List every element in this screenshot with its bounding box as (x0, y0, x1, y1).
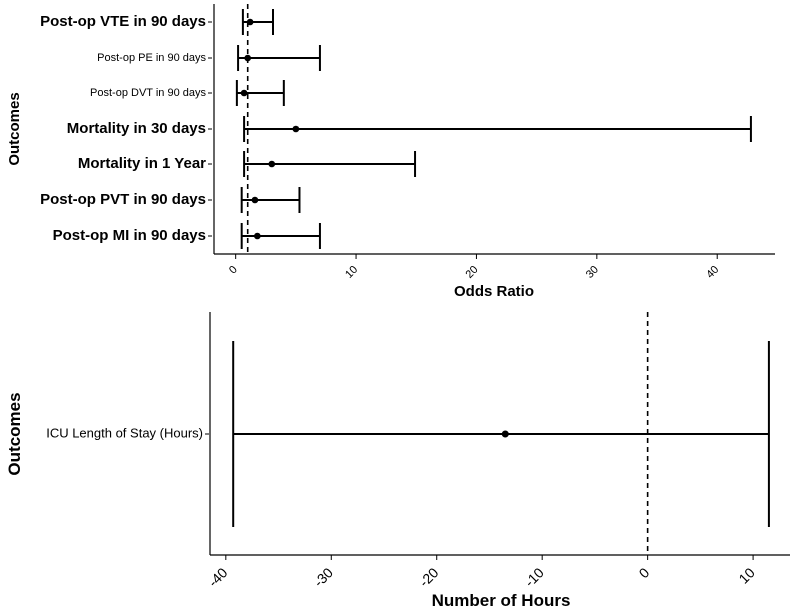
point-estimate (292, 125, 300, 133)
y-axis-label: Outcomes (5, 392, 24, 475)
category-label: Post-op VTE in 90 days (40, 13, 206, 30)
estimate-row: Post-op VTE in 90 days (40, 9, 274, 35)
point-estimate (251, 196, 259, 204)
category-label: Post-op MI in 90 days (53, 227, 206, 244)
x-tick-label: 0 (227, 264, 240, 277)
y-axis-label: Outcomes (6, 92, 23, 165)
category-label: Post-op PE in 90 days (97, 52, 206, 64)
x-axis-label: Number of Hours (432, 591, 571, 610)
category-label: Post-op PVT in 90 days (40, 191, 206, 208)
estimate-row: Post-op PE in 90 days (97, 45, 321, 71)
category-label: Mortality in 1 Year (78, 155, 206, 172)
estimate-row: Mortality in 30 days (67, 116, 752, 142)
category-label: ICU Length of Stay (Hours) (46, 425, 203, 440)
point-estimate (240, 89, 248, 97)
category-label: Post-op DVT in 90 days (90, 87, 206, 99)
x-tick-label: 10 (343, 264, 360, 281)
x-tick-label: -30 (310, 564, 336, 590)
x-tick-label: 0 (636, 564, 653, 581)
x-axis-label: Odds Ratio (454, 283, 534, 300)
x-tick-label: -40 (205, 564, 231, 590)
point-estimate (501, 430, 509, 438)
x-tick-label: 20 (463, 264, 480, 281)
estimate-row: ICU Length of Stay (Hours) (46, 341, 770, 527)
x-tick-label: 40 (704, 264, 721, 281)
x-tick-label: 10 (736, 564, 758, 586)
x-tick-label: 30 (584, 264, 601, 281)
estimate-row: Post-op MI in 90 days (53, 223, 321, 249)
point-estimate (254, 232, 261, 240)
x-tick-label: -10 (521, 564, 547, 590)
hours-panel: -40 -30 -20 -10 0 10 ICU Length of Stay (Hour… (5, 312, 790, 610)
odds-ratio-panel: 0 10 20 30 40 Post-op VTE in 90 days Post-op … (6, 4, 775, 300)
estimate-row: Mortality in 1 Year (78, 151, 417, 177)
estimate-row: Post-op PVT in 90 days (40, 187, 301, 213)
estimate-row: Post-op DVT in 90 days (90, 80, 285, 106)
category-label: Mortality in 30 days (67, 120, 206, 137)
x-tick-label: -20 (416, 564, 442, 590)
point-estimate (268, 160, 276, 168)
